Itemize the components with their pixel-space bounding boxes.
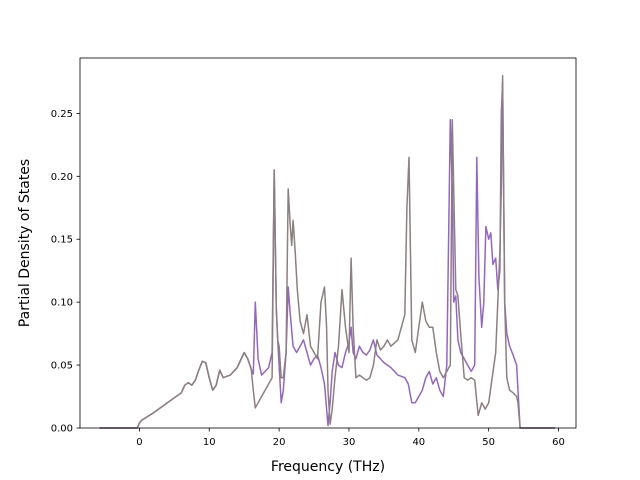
y-tick-label: 0.20 [51, 172, 73, 183]
y-axis-ticks: 0.00 0.05 0.10 0.15 0.20 0.25 [51, 109, 80, 435]
y-axis-label: Partial Density of States [17, 159, 33, 327]
y-tick-label: 0.05 [51, 361, 73, 372]
x-tick-label: 50 [482, 437, 495, 448]
y-tick-label: 0.10 [51, 298, 73, 309]
y-tick-label: 0.25 [51, 109, 73, 120]
x-tick-label: 10 [203, 437, 216, 448]
x-tick-label: 0 [136, 437, 142, 448]
x-tick-label: 40 [412, 437, 425, 448]
x-tick-label: 20 [273, 437, 286, 448]
series-lines [99, 74, 555, 429]
x-axis-label: Frequency (THz) [271, 459, 385, 475]
x-tick-label: 30 [343, 437, 356, 448]
x-axis-ticks: 0 10 20 30 40 50 60 [136, 428, 565, 448]
y-tick-label: 0.00 [51, 424, 73, 435]
x-tick-label: 60 [552, 437, 565, 448]
plot-frame [79, 57, 577, 429]
y-tick-label: 0.15 [51, 235, 73, 246]
series-line-2 [99, 74, 555, 429]
